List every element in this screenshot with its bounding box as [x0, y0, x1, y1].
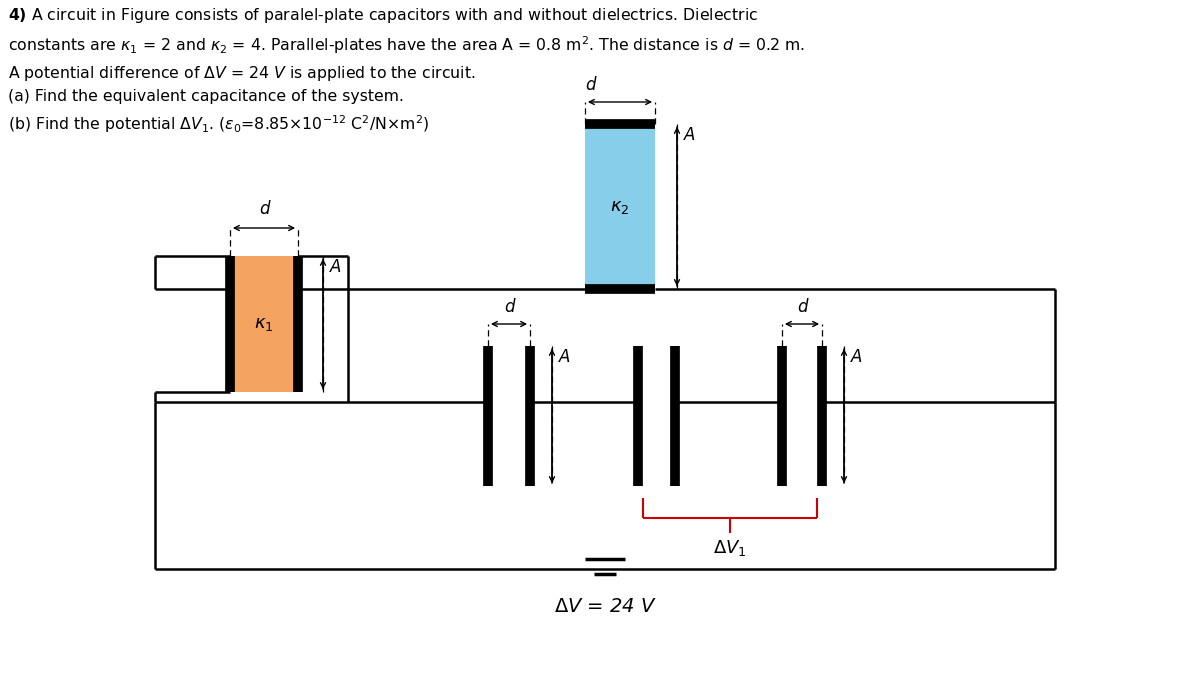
Text: $\Delta V$ = 24 $V$: $\Delta V$ = 24 $V$ — [553, 597, 656, 616]
Text: A: A — [851, 348, 863, 366]
Text: d: d — [504, 298, 515, 316]
Text: A: A — [684, 126, 695, 144]
Text: d: d — [584, 76, 595, 94]
Bar — [230, 256, 298, 392]
Text: $\bf{4)}$ A circuit in Figure consists of paralel-plate capacitors with and with: $\bf{4)}$ A circuit in Figure consists o… — [8, 6, 805, 135]
Text: $\kappa_1$: $\kappa_1$ — [254, 315, 274, 333]
Text: A: A — [559, 348, 570, 366]
Text: $\kappa_2$: $\kappa_2$ — [611, 197, 630, 216]
Bar — [586, 124, 655, 289]
Text: d: d — [797, 298, 808, 316]
Text: A: A — [330, 258, 341, 276]
Text: d: d — [259, 200, 269, 218]
Text: $\Delta V_1$: $\Delta V_1$ — [713, 538, 746, 558]
